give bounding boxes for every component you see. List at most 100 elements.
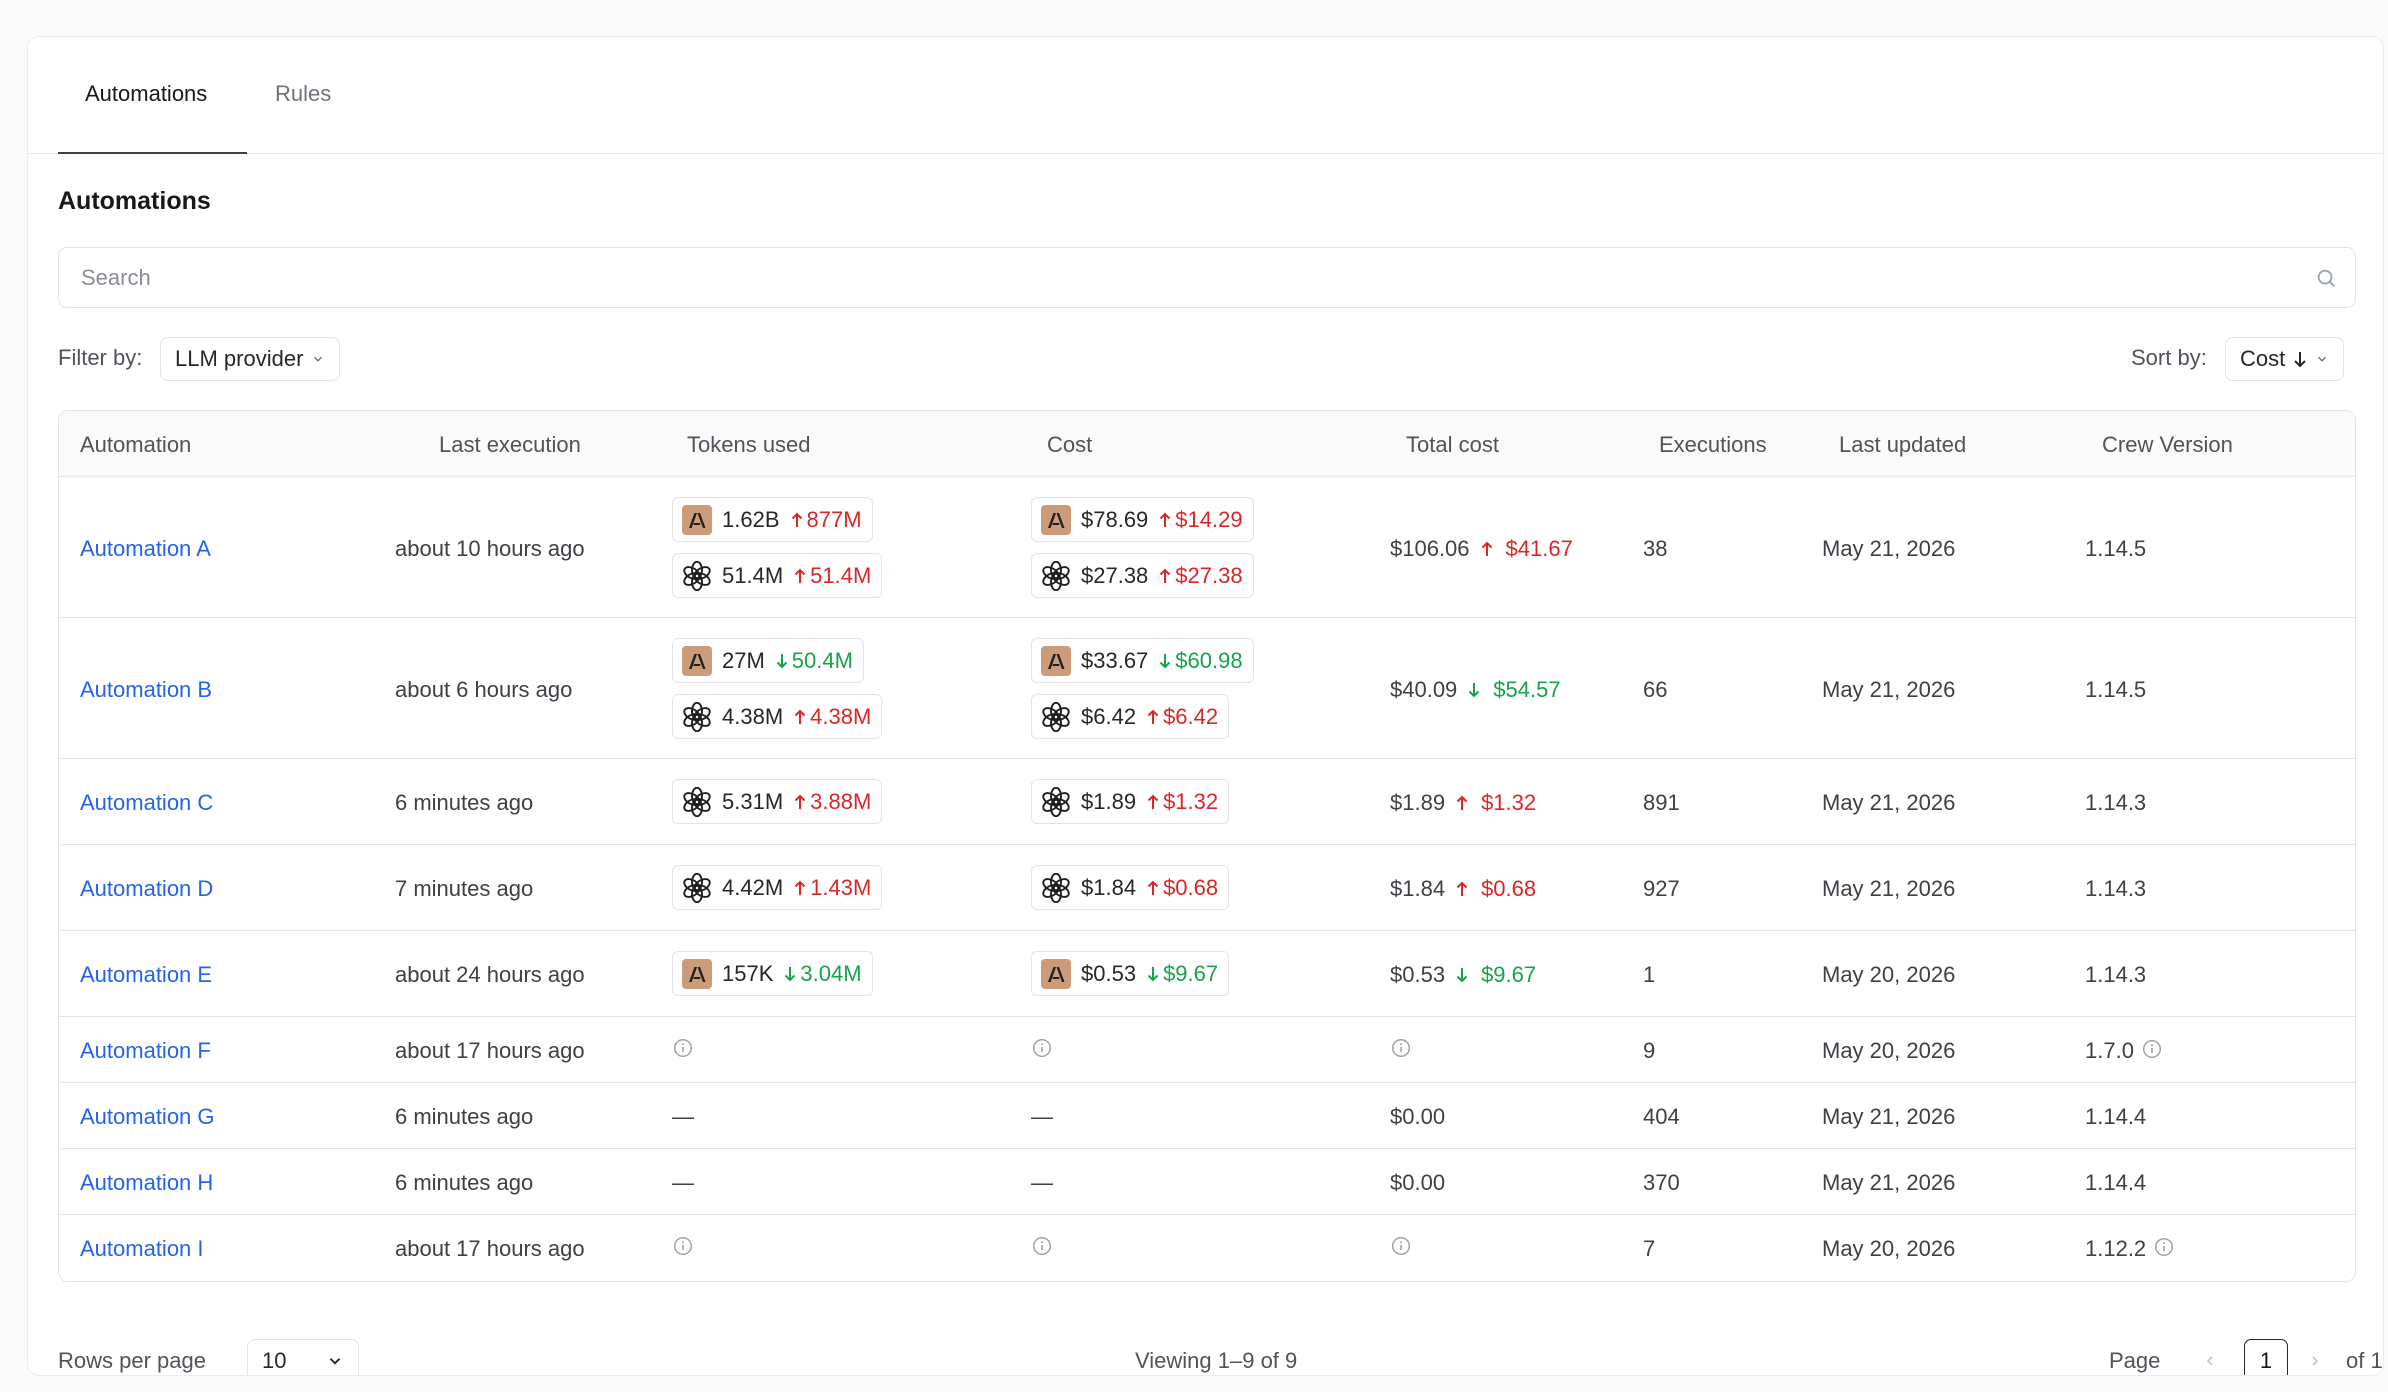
total-cost-value: $40.09: [1390, 677, 1458, 702]
tokens-chip: 4.42M 1.43M: [672, 865, 883, 910]
total-cost: $1.89 $1.32: [1390, 790, 1536, 816]
tokens-chip: 27M 50.4M: [672, 638, 864, 683]
info-icon[interactable]: [2154, 1237, 2174, 1257]
column-header[interactable]: Total cost: [1406, 432, 1499, 457]
table-row[interactable]: Automation H 6 minutes ago — — $0.00 370 May 2…: [59, 1149, 2355, 1215]
cost-empty: —: [1031, 1170, 1053, 1195]
total-cost: $1.84 $0.68: [1390, 876, 1536, 902]
executions-count: 7: [1643, 1236, 1656, 1261]
change-indicator: $0.68: [1455, 876, 1536, 902]
arrow-up-icon: [1147, 709, 1159, 724]
tab-automations[interactable]: Automations: [85, 81, 208, 106]
column-header[interactable]: Crew Version: [2102, 432, 2233, 457]
table-row[interactable]: Automation E about 24 hours ago 157K 3.04M $…: [59, 931, 2355, 1017]
column-header[interactable]: Tokens used: [687, 432, 811, 457]
cost-chip: $1.84 $0.68: [1031, 865, 1230, 910]
cost-chip: $33.67 $60.98: [1031, 638, 1254, 683]
anthropic-logo-icon: [682, 958, 712, 989]
last-updated: May 21, 2026: [1822, 790, 1956, 815]
table-row[interactable]: Automation G 6 minutes ago — — $0.00 404 May 2…: [59, 1083, 2355, 1149]
executions-count: 66: [1643, 677, 1668, 702]
arrow-down-icon: [1147, 966, 1159, 981]
arrow-up-icon: [794, 880, 806, 895]
crew-version: 1.14.3: [2085, 962, 2146, 988]
automation-name-link[interactable]: Automation C: [80, 790, 214, 815]
search-input[interactable]: [59, 248, 2355, 307]
active-tab-indicator: [58, 152, 247, 154]
crew-version: 1.14.4: [2085, 1170, 2146, 1196]
change-indicator: 51.4M: [793, 563, 871, 589]
info-icon[interactable]: [2142, 1039, 2162, 1059]
change-value: $9.67: [1163, 960, 1219, 986]
info-icon[interactable]: [673, 1236, 693, 1256]
column-header[interactable]: Automation: [80, 432, 192, 457]
executions-count: 404: [1643, 1104, 1680, 1129]
info-icon[interactable]: [673, 1038, 693, 1058]
search-icon[interactable]: [2315, 267, 2337, 289]
crew-version-value: 1.14.4: [2085, 1170, 2147, 1195]
table-row[interactable]: Automation I about 17 hours ago 7 May 20, 2…: [59, 1215, 2355, 1281]
arrow-down-icon: [776, 653, 788, 668]
last-execution: about 10 hours ago: [395, 536, 585, 561]
last-execution: about 17 hours ago: [395, 1236, 585, 1261]
total-cost: $40.09 $54.57: [1390, 677, 1561, 703]
column-header[interactable]: Executions: [1659, 432, 1767, 457]
arrow-down-icon: [2294, 352, 2306, 368]
llm-provider-filter[interactable]: LLM provider: [160, 337, 341, 381]
change-value: $1.32: [1481, 790, 1537, 815]
automation-name-link[interactable]: Automation D: [80, 876, 214, 901]
chevron-down-icon: [329, 1358, 341, 1365]
info-icon[interactable]: [1032, 1236, 1052, 1256]
next-page-button[interactable]: [2294, 1339, 2336, 1375]
column-header[interactable]: Last updated: [1839, 432, 1967, 457]
last-execution: 6 minutes ago: [395, 1104, 534, 1129]
sort-label: Sort by:: [2131, 345, 2207, 370]
table-row[interactable]: Automation C 6 minutes ago 5.31M 3.88M $1.89…: [59, 759, 2355, 845]
rows-per-page-value: 10: [262, 1348, 287, 1373]
prev-page-button[interactable]: [2189, 1339, 2231, 1375]
last-updated: May 21, 2026: [1822, 1104, 1956, 1129]
openai-logo-icon: [1041, 560, 1071, 591]
change-value: 51.4M: [810, 562, 872, 588]
column-header[interactable]: Cost: [1047, 432, 1093, 457]
info-icon[interactable]: [1391, 1236, 1411, 1256]
table-row[interactable]: Automation B about 6 hours ago 27M 50.4M 4.3…: [59, 618, 2355, 759]
crew-version-value: 1.14.3: [2085, 790, 2147, 815]
sort-dropdown[interactable]: Cost: [2225, 337, 2345, 381]
change-indicator: $6.42: [1146, 704, 1218, 730]
info-icon[interactable]: [1391, 1038, 1411, 1058]
automation-name-link[interactable]: Automation B: [80, 677, 213, 702]
automation-name-link[interactable]: Automation F: [80, 1038, 211, 1063]
current-page-input[interactable]: 1: [2244, 1339, 2288, 1375]
tokens-chip: 157K 3.04M: [672, 951, 873, 996]
table-row[interactable]: Automation F about 17 hours ago 9 May 20, 2…: [59, 1017, 2355, 1083]
last-updated: May 21, 2026: [1822, 677, 1956, 702]
last-execution: 6 minutes ago: [395, 790, 534, 815]
table-row[interactable]: Automation D 7 minutes ago 4.42M 1.43M $1.84…: [59, 845, 2355, 931]
change-indicator: $27.38: [1158, 563, 1243, 589]
executions-count: 9: [1643, 1038, 1656, 1063]
automation-name-link[interactable]: Automation E: [80, 962, 213, 987]
rows-per-page-label: Rows per page: [58, 1348, 206, 1373]
rows-per-page-select[interactable]: 10: [247, 1339, 359, 1375]
automation-name-link[interactable]: Automation A: [80, 536, 211, 561]
automation-name-link[interactable]: Automation H: [80, 1170, 214, 1195]
cost-chip: $1.89 $1.32: [1031, 779, 1230, 824]
crew-version: 1.14.4: [2085, 1104, 2146, 1130]
arrow-up-icon: [1147, 794, 1159, 809]
tab-rules[interactable]: Rules: [275, 81, 332, 106]
automation-name-link[interactable]: Automation I: [80, 1236, 204, 1261]
arrow-up-icon: [1456, 881, 1468, 896]
cost-value: $27.38: [1081, 562, 1149, 588]
info-icon[interactable]: [1032, 1038, 1052, 1058]
openai-logo-icon: [1041, 872, 1071, 903]
column-header[interactable]: Last execution: [439, 432, 581, 457]
anthropic-logo-icon: [682, 504, 712, 535]
arrow-up-icon: [1147, 880, 1159, 895]
table-row[interactable]: Automation A about 10 hours ago 1.62B 877M 5…: [59, 477, 2355, 618]
change-indicator: $60.98: [1158, 648, 1243, 674]
automation-name-link[interactable]: Automation G: [80, 1104, 215, 1129]
last-execution: about 24 hours ago: [395, 962, 585, 987]
cost-chip: $78.69 $14.29: [1031, 497, 1254, 542]
change-value: 1.43M: [810, 874, 872, 900]
